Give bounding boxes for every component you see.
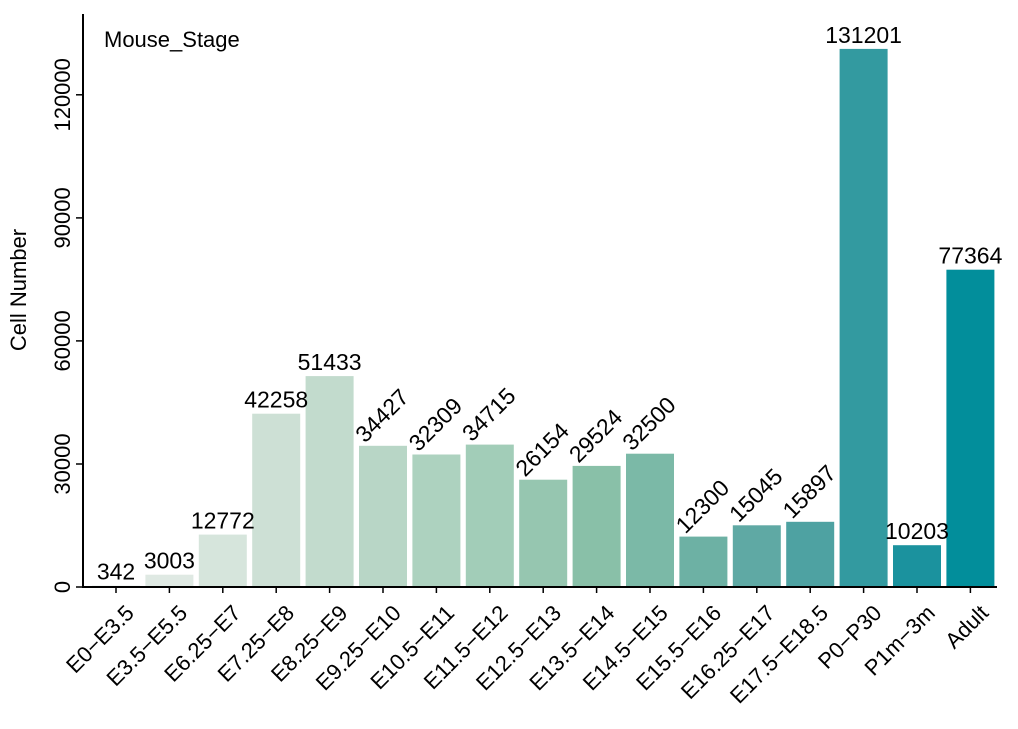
value-label-3: 42258 xyxy=(244,387,308,413)
y-tick-label-4: 120000 xyxy=(50,58,75,131)
bar-12 xyxy=(732,525,781,587)
value-label-14: 131201 xyxy=(825,22,902,48)
bar-11 xyxy=(679,536,728,587)
bar-16 xyxy=(946,269,995,587)
bar-3 xyxy=(252,413,301,587)
value-label-12: 15045 xyxy=(724,463,788,527)
x-tick-label-16: Adult xyxy=(940,600,993,653)
bar-6 xyxy=(412,454,461,587)
chart-title: Mouse_Stage xyxy=(104,27,240,52)
y-ticks-group: 0 30000 60000 90000 120000 xyxy=(50,58,83,593)
value-label-4: 51433 xyxy=(298,349,362,375)
bar-7 xyxy=(465,444,514,587)
bar-14 xyxy=(839,48,888,587)
bar-15 xyxy=(893,545,941,587)
value-label-2: 12772 xyxy=(191,508,255,534)
value-label-10: 32500 xyxy=(617,392,681,456)
bar-4 xyxy=(305,376,354,587)
bar-8 xyxy=(519,479,568,587)
value-label-7: 34715 xyxy=(457,383,521,447)
x-ticks-group: E0−E3.5E3.5−E5.5E6.25−E7E7.25−E8E8.25−E9… xyxy=(61,587,993,708)
value-label-11: 12300 xyxy=(671,475,735,539)
bar-10 xyxy=(626,453,674,587)
bar-13 xyxy=(786,521,835,587)
bar-1 xyxy=(145,574,194,587)
value-label-1: 3003 xyxy=(144,548,195,574)
bar-5 xyxy=(359,445,407,587)
y-tick-label-2: 60000 xyxy=(50,310,75,371)
value-label-13: 15897 xyxy=(777,460,841,524)
value-label-15: 10203 xyxy=(885,518,949,544)
bar-9 xyxy=(572,465,621,587)
y-tick-label-0: 0 xyxy=(50,581,75,593)
value-label-0: 342 xyxy=(97,559,135,585)
value-label-16: 77364 xyxy=(938,243,1002,269)
bar-2 xyxy=(198,534,247,587)
y-tick-label-1: 30000 xyxy=(50,433,75,494)
y-axis-label: Cell Number xyxy=(6,229,31,351)
bars-group xyxy=(92,48,995,587)
y-tick-label-3: 90000 xyxy=(50,187,75,248)
